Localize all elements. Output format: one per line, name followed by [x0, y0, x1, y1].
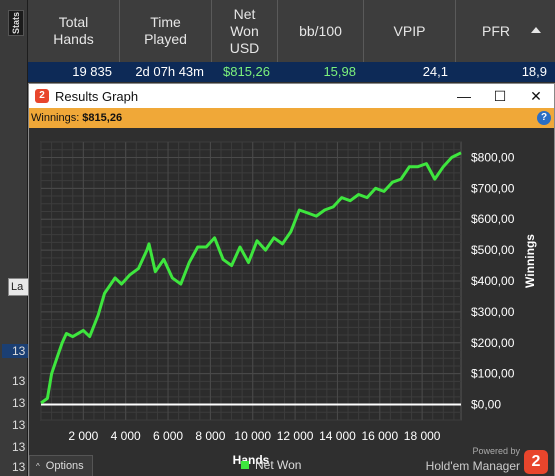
cell-net-won: $815,26	[223, 64, 270, 79]
brand-name: Hold'em Manager	[425, 459, 520, 473]
x-tick-label: 8 000	[195, 429, 225, 443]
y-tick-label: $500,00	[471, 243, 515, 257]
series-line-net-won	[40, 151, 462, 405]
cell-bb100: 15,98	[323, 64, 356, 79]
row-number[interactable]: 13	[12, 460, 26, 474]
col-header-net-won[interactable]: Net Won USD	[212, 0, 278, 62]
x-tick-label: 16 000	[361, 429, 398, 443]
y-tick-label: $400,00	[471, 274, 515, 288]
table-row[interactable]: 19 835 2d 07h 43m $815,26 15,98 24,1 18,…	[28, 62, 555, 82]
minimize-button[interactable]: —	[457, 88, 471, 104]
col-header-label: PFR	[482, 22, 510, 39]
x-tick-label: 12 000	[277, 429, 314, 443]
col-header-bb100[interactable]: bb/100	[278, 0, 364, 62]
y-tick-label: $300,00	[471, 305, 515, 319]
help-icon[interactable]: ?	[537, 111, 551, 125]
stats-table-header: Total Hands Time Played Net Won USD bb/1…	[28, 0, 555, 62]
y-tick-label: $200,00	[471, 336, 515, 350]
left-panel: Stats La 13 13 13 13 13 13	[0, 0, 30, 476]
y-tick-label: $700,00	[471, 181, 515, 195]
row-number[interactable]: 13	[12, 418, 26, 432]
cell-time-played: 2d 07h 43m	[135, 64, 204, 79]
row-number[interactable]: 13	[12, 440, 26, 454]
x-tick-label: 6 000	[153, 429, 183, 443]
stats-tab[interactable]: Stats	[8, 10, 24, 36]
cell-total-hands: 19 835	[72, 64, 112, 79]
col-header-label: Net Won USD	[229, 5, 260, 56]
winnings-label: Winnings:	[31, 112, 80, 124]
col-header-time-played[interactable]: Time Played	[120, 0, 212, 62]
cell-pfr: 18,9	[521, 64, 547, 79]
results-graph-window: 2 Results Graph — ☐ ✕ Winnings: $815,26 …	[28, 83, 555, 476]
results-chart: $0,00 $100,00 $200,00 $300,00 $400,00 $500,00…	[40, 141, 537, 467]
col-header-label: bb/100	[299, 22, 342, 39]
chart-legend: Net Won	[241, 458, 301, 472]
x-tick-label: 18 000	[404, 429, 441, 443]
y-axis-title: Winnings	[523, 234, 537, 288]
x-tick-label: 10 000	[234, 429, 271, 443]
y-tick-label: $600,00	[471, 212, 515, 226]
options-label: Options	[45, 460, 84, 472]
winnings-value: $815,26	[82, 112, 123, 124]
x-tick-label: 2 000	[68, 429, 98, 443]
window-title: Results Graph	[55, 88, 139, 104]
hm-logo-icon: 2	[35, 89, 49, 103]
col-header-vpip[interactable]: VPIP	[364, 0, 456, 62]
sort-ascending-icon	[531, 27, 541, 33]
col-header-label: Time Played	[144, 14, 187, 47]
legend-label: Net Won	[255, 458, 302, 472]
y-tick-label: $0,00	[471, 398, 501, 412]
cell-vpip: 24,1	[422, 64, 448, 79]
chevron-up-icon: ^	[36, 461, 40, 471]
window-titlebar[interactable]: 2 Results Graph — ☐ ✕	[29, 84, 554, 108]
x-tick-label: 4 000	[111, 429, 141, 443]
y-tick-label: $800,00	[471, 150, 515, 164]
x-tick-label: 14 000	[319, 429, 356, 443]
winnings-bar: Winnings: $815,26 ?	[29, 108, 554, 128]
col-header-pfr[interactable]: PFR	[456, 0, 555, 62]
col-header-label: VPIP	[393, 22, 426, 39]
options-button[interactable]: ^ Options	[29, 455, 93, 476]
row-number[interactable]: 13	[12, 374, 26, 388]
y-tick-label: $100,00	[471, 367, 515, 381]
legend-swatch	[241, 461, 249, 469]
row-number[interactable]: 13	[12, 396, 26, 410]
col-header-label: Total Hands	[53, 14, 94, 47]
brand-logo: 2	[524, 450, 548, 474]
powered-by-text: Powered by	[472, 446, 520, 456]
close-button[interactable]: ✕	[530, 87, 542, 104]
maximize-button[interactable]: ☐	[493, 87, 507, 104]
row-number[interactable]: 13	[2, 344, 28, 358]
filter-box[interactable]: La	[8, 278, 30, 296]
col-header-total-hands[interactable]: Total Hands	[28, 0, 120, 62]
graph-area: $0,00 $100,00 $200,00 $300,00 $400,00 $500,00…	[29, 128, 554, 476]
